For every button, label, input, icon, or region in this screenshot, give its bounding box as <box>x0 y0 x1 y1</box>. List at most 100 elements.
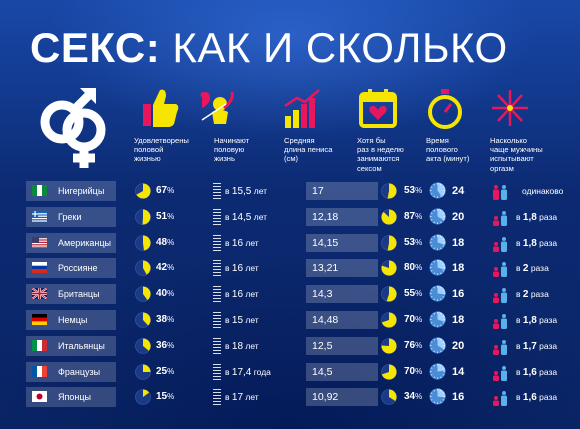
percent-sign: % <box>167 263 175 273</box>
length-value: 10,92 <box>312 391 339 404</box>
length-box <box>306 285 378 304</box>
ratio-number: 1,6 <box>522 366 537 378</box>
clock-icon <box>429 285 446 302</box>
column-header-line: испытывают <box>490 154 534 164</box>
satisfied-value: 15% <box>156 390 174 404</box>
start-age: в 16 лет <box>225 262 259 275</box>
thumbs-up-icon <box>143 89 179 127</box>
column-header-line: полового <box>426 145 458 155</box>
weekly-number: 34 <box>404 391 416 403</box>
age-scale-icon <box>213 260 221 277</box>
weekly-pie <box>381 234 397 251</box>
ratio-text: одинаково <box>522 186 564 196</box>
satisfied-value: 48% <box>156 236 174 250</box>
age-scale-icon <box>213 208 221 225</box>
satisfied-value: 51% <box>156 210 174 224</box>
table-row: Французы 25% в 17,4 года 14,5 70% 14 в 1,6 раз… <box>26 361 560 383</box>
start-age: в 18 лет <box>225 340 259 353</box>
ratio-prefix: в <box>516 237 521 248</box>
duration-minutes: 20 <box>452 339 465 352</box>
orgasm-ratio: одинаково <box>522 185 563 197</box>
age-unit: лет <box>253 186 268 196</box>
age-unit: лет <box>245 263 259 274</box>
ratio-number: 2 <box>522 289 529 301</box>
age-unit: лет <box>245 392 259 403</box>
ratio-prefix: в <box>516 289 521 300</box>
ratio-prefix: в <box>516 211 521 222</box>
table-row: Японцы 15% в 17 лет 10,92 34% 16 в 1,6 раза <box>26 386 560 408</box>
weekly-value: 55% <box>404 287 422 301</box>
age-prefix: в <box>225 340 230 351</box>
percent-sign: % <box>415 340 423 350</box>
age-prefix: в <box>225 392 230 403</box>
country-band <box>26 206 116 227</box>
percent-sign: % <box>415 186 423 195</box>
pie-slice <box>143 338 151 351</box>
age-number: 18 <box>231 340 244 352</box>
pie-slice <box>381 338 397 354</box>
weekly-value: 53% <box>404 184 422 198</box>
title-rest: КАК И СКОЛЬКО <box>172 24 508 71</box>
flag-ng-icon <box>32 185 47 196</box>
percent-sign: % <box>167 289 175 299</box>
satisfied-pie <box>135 183 151 199</box>
length-value: 13,21 <box>312 262 339 275</box>
people-icon <box>493 391 507 407</box>
satisfied-number: 25 <box>156 365 168 377</box>
pie-slice <box>387 235 397 251</box>
satisfied-number: 15 <box>156 391 168 403</box>
ratio-number: 1,8 <box>522 315 537 326</box>
duration-minutes: 14 <box>452 365 465 378</box>
ratio-number: 1,8 <box>522 237 537 249</box>
table-row: Американцы 48% в 16 лет 14,15 53% 18 в 1,8 раз… <box>26 232 560 254</box>
country-band <box>26 335 116 356</box>
length-box <box>306 388 378 407</box>
country-name: Французы <box>58 366 101 377</box>
satisfied-pie <box>135 234 151 251</box>
age-scale-icon <box>213 312 221 328</box>
column-header-line: Насколько <box>490 136 527 145</box>
length-value: 12,5 <box>312 339 333 352</box>
stopwatch-icon <box>428 89 462 129</box>
country-name: Американцы <box>58 237 111 248</box>
percent-sign: % <box>167 366 175 376</box>
satisfied-number: 67 <box>156 185 168 196</box>
satisfied-pie <box>135 312 151 328</box>
age-number: 15,5 <box>231 186 252 197</box>
satisfied-number: 36 <box>156 339 168 351</box>
clock-icon <box>429 311 446 328</box>
table-row: Греки 51% в 14,5 лет 12,18 87% 20 в 1,8 раза <box>26 206 560 228</box>
length-value: 12,18 <box>312 210 339 223</box>
age-scale-icon <box>213 389 221 406</box>
table-row: Немцы 38% в 15 лет 14,48 70% 18 в 1,8 раза <box>26 309 560 331</box>
age-number: 16 <box>231 289 244 301</box>
weekly-value: 70% <box>404 313 422 327</box>
weekly-number: 76 <box>404 339 416 351</box>
column-header-line: оргазм <box>490 163 514 173</box>
pie-slice <box>387 183 397 199</box>
percent-sign: % <box>415 392 423 402</box>
age-number: 17 <box>231 392 244 404</box>
start-age: в 15,5 лет <box>225 185 267 198</box>
percent-sign: % <box>415 366 423 376</box>
ratio-prefix: в <box>516 366 521 377</box>
pie-slice <box>143 389 150 398</box>
calendar-heart-icon <box>359 89 397 128</box>
ratio-prefix: в <box>516 340 521 351</box>
age-prefix: в <box>225 366 230 377</box>
flag-it-icon <box>32 339 47 351</box>
country-band <box>26 258 116 279</box>
weekly-number: 53 <box>404 185 416 196</box>
ratio-number: 1,7 <box>522 340 537 352</box>
column-header-line: длина пениса <box>284 145 333 155</box>
weekly-pie <box>381 183 397 199</box>
bar-growth-icon <box>284 89 320 128</box>
people-icon <box>493 236 507 252</box>
country-name: Россияне <box>58 263 98 274</box>
satisfied-pie <box>135 337 151 354</box>
firework-icon <box>492 90 528 126</box>
ratio-unit: раза <box>530 289 549 300</box>
pie-slice <box>143 286 151 301</box>
duration-minutes: 16 <box>452 288 465 301</box>
column-header-line: жизнь <box>214 154 235 164</box>
